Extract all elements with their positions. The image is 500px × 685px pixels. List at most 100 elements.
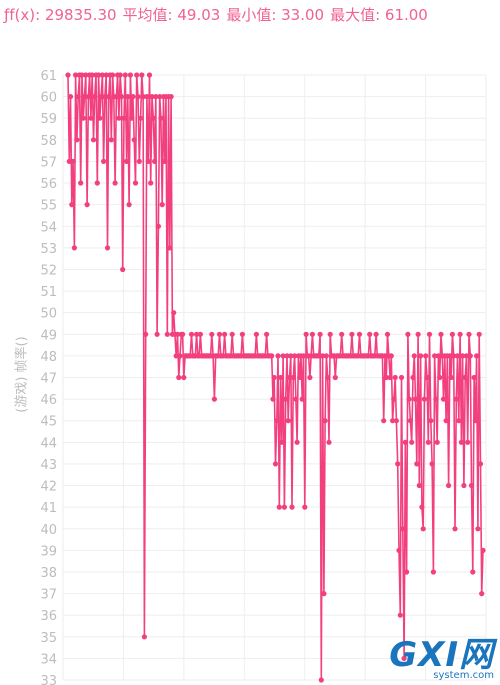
- data-point: [429, 461, 435, 467]
- data-point: [316, 353, 322, 359]
- data-point: [425, 439, 431, 445]
- data-point: [476, 331, 482, 337]
- data-point: [326, 439, 332, 445]
- data-point: [292, 353, 298, 359]
- data-point: [180, 331, 186, 337]
- y-tick-label: 60: [40, 91, 57, 106]
- data-point: [120, 266, 126, 273]
- data-point: [398, 374, 405, 381]
- data-point: [272, 461, 279, 467]
- data-point: [188, 331, 195, 337]
- data-point: [454, 353, 461, 359]
- data-point: [280, 353, 286, 359]
- data-point: [222, 331, 228, 337]
- y-tick-label: 39: [40, 544, 57, 559]
- max-stat: 最大值: 61.00: [330, 6, 428, 24]
- data-point: [229, 331, 235, 337]
- data-point: [140, 94, 146, 100]
- data-point: [466, 331, 472, 337]
- y-tick-label: 52: [40, 263, 57, 278]
- data-point: [78, 180, 84, 186]
- data-point: [154, 331, 160, 337]
- data-point: [113, 94, 119, 100]
- data-point: [404, 569, 410, 575]
- data-point: [387, 374, 393, 381]
- data-point: [181, 374, 187, 381]
- data-point: [433, 396, 439, 402]
- data-point: [458, 439, 464, 445]
- data-point: [400, 526, 406, 532]
- data-point: [174, 331, 181, 337]
- data-point: [171, 310, 177, 316]
- data-point: [131, 137, 137, 143]
- data-point: [85, 94, 91, 100]
- data-point: [194, 331, 200, 337]
- data-point: [406, 396, 412, 402]
- data-point: [390, 418, 396, 424]
- data-point: [401, 655, 407, 662]
- y-tick-label: 46: [40, 393, 57, 408]
- data-point: [294, 439, 300, 445]
- data-point: [117, 72, 123, 78]
- data-point: [264, 331, 270, 337]
- data-point: [284, 353, 290, 359]
- data-point: [419, 504, 425, 510]
- data-point: [325, 374, 331, 381]
- data-point: [130, 94, 136, 100]
- data-point: [288, 353, 294, 359]
- y-tick-label: 49: [40, 328, 57, 343]
- data-point: [116, 115, 122, 121]
- min-stat: 最小值: 33.00: [226, 6, 325, 24]
- data-point: [274, 418, 280, 424]
- data-point: [421, 396, 427, 402]
- data-point: [477, 461, 484, 467]
- data-point: [468, 482, 475, 489]
- data-point: [302, 504, 308, 510]
- y-tick-label: 58: [40, 134, 57, 149]
- data-point: [157, 94, 163, 100]
- y-tick-label: 51: [40, 285, 57, 300]
- data-point: [209, 331, 215, 337]
- data-point: [453, 396, 459, 402]
- data-point: [327, 331, 333, 337]
- data-point: [283, 396, 289, 402]
- data-point: [89, 72, 95, 78]
- data-point: [167, 245, 173, 251]
- data-point: [90, 137, 97, 143]
- data-point: [124, 158, 130, 164]
- data-point: [65, 72, 71, 78]
- data-point: [289, 504, 295, 510]
- data-point: [300, 353, 307, 359]
- data-point: [129, 115, 135, 121]
- data-point: [104, 245, 111, 251]
- data-point: [278, 374, 284, 381]
- data-point: [94, 180, 100, 186]
- y-tick-label: 34: [40, 652, 57, 667]
- y-tick-label: 44: [40, 436, 57, 451]
- y-tick-label: 41: [40, 501, 57, 516]
- data-point: [388, 353, 394, 359]
- data-point: [409, 439, 415, 445]
- data-point: [271, 374, 277, 381]
- data-point: [461, 482, 467, 489]
- data-point: [382, 353, 388, 359]
- data-point: [307, 374, 313, 381]
- data-point: [383, 374, 389, 381]
- data-point: [437, 374, 443, 381]
- data-point: [456, 418, 462, 424]
- data-point: [132, 180, 139, 186]
- data-point: [391, 396, 397, 402]
- data-point: [381, 418, 387, 424]
- data-point: [102, 94, 108, 100]
- data-point: [146, 72, 153, 78]
- data-point: [138, 115, 144, 121]
- data-point: [127, 72, 133, 78]
- fx-stat: ƒf(x): 29835.30: [4, 6, 117, 24]
- data-point: [73, 72, 79, 78]
- data-point: [480, 547, 486, 554]
- watermark-main: GXI网: [389, 635, 494, 675]
- data-point: [397, 612, 403, 618]
- y-tick-label: 37: [40, 588, 57, 603]
- data-point: [269, 353, 275, 359]
- data-point: [144, 94, 150, 100]
